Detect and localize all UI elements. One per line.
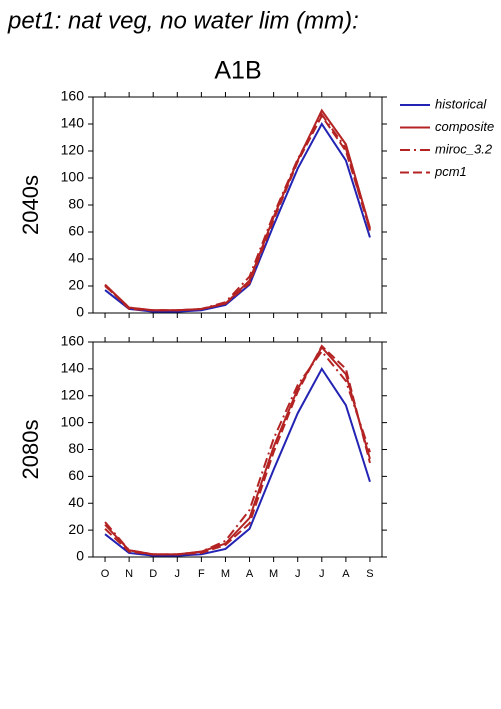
legend-label: miroc_3.2 [435, 141, 493, 156]
legend-label: composite [435, 119, 494, 134]
y-axis-label: 2080s [18, 420, 43, 480]
chart-subtitle: A1B [214, 57, 261, 85]
x-tick-label: D [149, 568, 157, 580]
series-line [104, 108, 371, 312]
x-tick-label: M [221, 568, 230, 580]
y-tick-label: 20 [68, 521, 84, 537]
legend-label: pcm1 [434, 164, 467, 179]
legend-label: historical [435, 96, 487, 111]
y-axis-label: 2040s [18, 175, 43, 235]
y-tick-label: 160 [61, 333, 85, 349]
y-tick-label: 80 [68, 196, 84, 212]
series-line [104, 349, 371, 556]
y-tick-label: 0 [76, 304, 84, 320]
y-tick-label: 80 [68, 440, 84, 456]
x-tick-label: N [125, 568, 133, 580]
series-line [104, 345, 371, 556]
x-tick-label: F [198, 568, 205, 580]
series-line [104, 122, 371, 313]
y-tick-label: 160 [61, 88, 85, 104]
y-tick-label: 40 [68, 494, 84, 510]
y-tick-label: 0 [76, 548, 84, 564]
y-tick-label: 100 [61, 413, 85, 429]
x-tick-label: J [175, 568, 181, 580]
x-tick-label: A [342, 568, 350, 580]
x-tick-label: J [295, 568, 301, 580]
series-line [104, 366, 371, 557]
y-tick-label: 20 [68, 277, 84, 293]
y-tick-label: 60 [68, 223, 84, 239]
x-tick-label: O [101, 568, 110, 580]
series-line [104, 112, 371, 312]
y-tick-label: 100 [61, 169, 85, 185]
y-tick-label: 140 [61, 115, 85, 131]
y-tick-label: 140 [61, 360, 85, 376]
x-tick-label: A [246, 568, 254, 580]
x-tick-label: S [366, 568, 373, 580]
y-tick-label: 40 [68, 250, 84, 266]
x-tick-label: J [319, 568, 325, 580]
x-tick-label: M [269, 568, 278, 580]
y-tick-label: 120 [61, 386, 85, 402]
series-line [104, 344, 371, 556]
plot-frame [92, 341, 383, 558]
chart-title: pet1: nat veg, no water lim (mm): [7, 7, 359, 34]
series-line [104, 113, 371, 312]
y-tick-label: 60 [68, 467, 84, 483]
plot-frame [92, 96, 383, 314]
y-tick-label: 120 [61, 142, 85, 158]
